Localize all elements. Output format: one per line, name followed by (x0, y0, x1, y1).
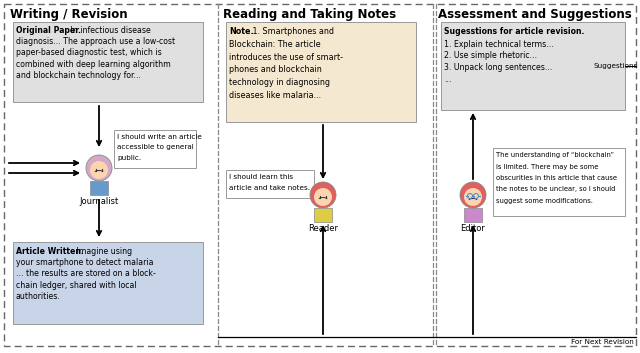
Text: diagnosis... The approach use a low-cost: diagnosis... The approach use a low-cost (16, 37, 175, 46)
Text: Assessment and Suggestions: Assessment and Suggestions (438, 8, 632, 21)
Text: Original Paper.: Original Paper. (16, 26, 81, 35)
Text: 1. Smartphones and: 1. Smartphones and (250, 27, 334, 36)
Text: Reading and Taking Notes: Reading and Taking Notes (223, 8, 396, 21)
Text: For Next Revision: For Next Revision (572, 339, 634, 345)
Bar (114, 130, 196, 168)
Text: phones and blockchain: phones and blockchain (229, 65, 322, 74)
Text: technology in diagnosing: technology in diagnosing (229, 78, 330, 87)
Text: authorities.: authorities. (16, 292, 61, 301)
Text: suggest some modifications.: suggest some modifications. (496, 198, 593, 204)
Text: Writing / Revision: Writing / Revision (10, 8, 127, 21)
Bar (464, 208, 482, 222)
Bar (13, 22, 203, 102)
Circle shape (86, 155, 112, 181)
Circle shape (310, 182, 336, 208)
Text: combined with deep learning algorithm: combined with deep learning algorithm (16, 60, 171, 68)
Circle shape (314, 188, 332, 206)
Text: and blockchain technology for...: and blockchain technology for... (16, 71, 141, 80)
Bar (90, 181, 108, 195)
Text: 2. Use simple rhetoric...: 2. Use simple rhetoric... (444, 52, 537, 60)
Text: Editor: Editor (461, 224, 485, 233)
Circle shape (90, 161, 108, 179)
Circle shape (464, 188, 482, 206)
Text: the notes to be unclear, so I should: the notes to be unclear, so I should (496, 186, 616, 192)
Text: Suggestions: Suggestions (594, 63, 638, 69)
Text: Imagine using: Imagine using (74, 247, 132, 256)
Text: In infectious disease: In infectious disease (68, 26, 151, 35)
Text: public.: public. (117, 155, 141, 161)
Text: ... the results are stored on a block-: ... the results are stored on a block- (16, 269, 156, 279)
Text: paper-based diagnostic test, which is: paper-based diagnostic test, which is (16, 48, 162, 58)
Text: ...: ... (444, 74, 451, 84)
Bar (314, 208, 332, 222)
Text: I should write an article: I should write an article (117, 134, 202, 140)
Text: Journalist: Journalist (79, 197, 118, 206)
Circle shape (460, 182, 486, 208)
Text: diseases like malaria...: diseases like malaria... (229, 91, 321, 100)
Text: your smartphone to detect malaria: your smartphone to detect malaria (16, 258, 154, 267)
Text: Reader: Reader (308, 224, 338, 233)
Text: Article Written.: Article Written. (16, 247, 84, 256)
Bar (13, 242, 203, 324)
Text: obscurities in this article that cause: obscurities in this article that cause (496, 175, 617, 181)
Bar (441, 22, 625, 110)
Text: Note.: Note. (229, 27, 253, 36)
Bar (226, 170, 314, 198)
Text: 1. Explain technical terms...: 1. Explain technical terms... (444, 40, 554, 49)
Text: I should learn this: I should learn this (229, 174, 293, 180)
Text: Blockchain: The article: Blockchain: The article (229, 40, 321, 49)
Bar (493, 148, 625, 216)
Text: chain ledger, shared with local: chain ledger, shared with local (16, 281, 136, 289)
Text: accessible to general: accessible to general (117, 144, 194, 150)
Text: is limited. There may be some: is limited. There may be some (496, 163, 598, 169)
Text: The understanding of “blockchain”: The understanding of “blockchain” (496, 152, 614, 158)
Bar (226, 22, 416, 122)
Text: article and take notes.: article and take notes. (229, 185, 310, 191)
Text: introduces the use of smart-: introduces the use of smart- (229, 53, 343, 62)
Text: 3. Unpack long sentences...: 3. Unpack long sentences... (444, 63, 552, 72)
Text: Sugesstions for article revision.: Sugesstions for article revision. (444, 27, 584, 36)
